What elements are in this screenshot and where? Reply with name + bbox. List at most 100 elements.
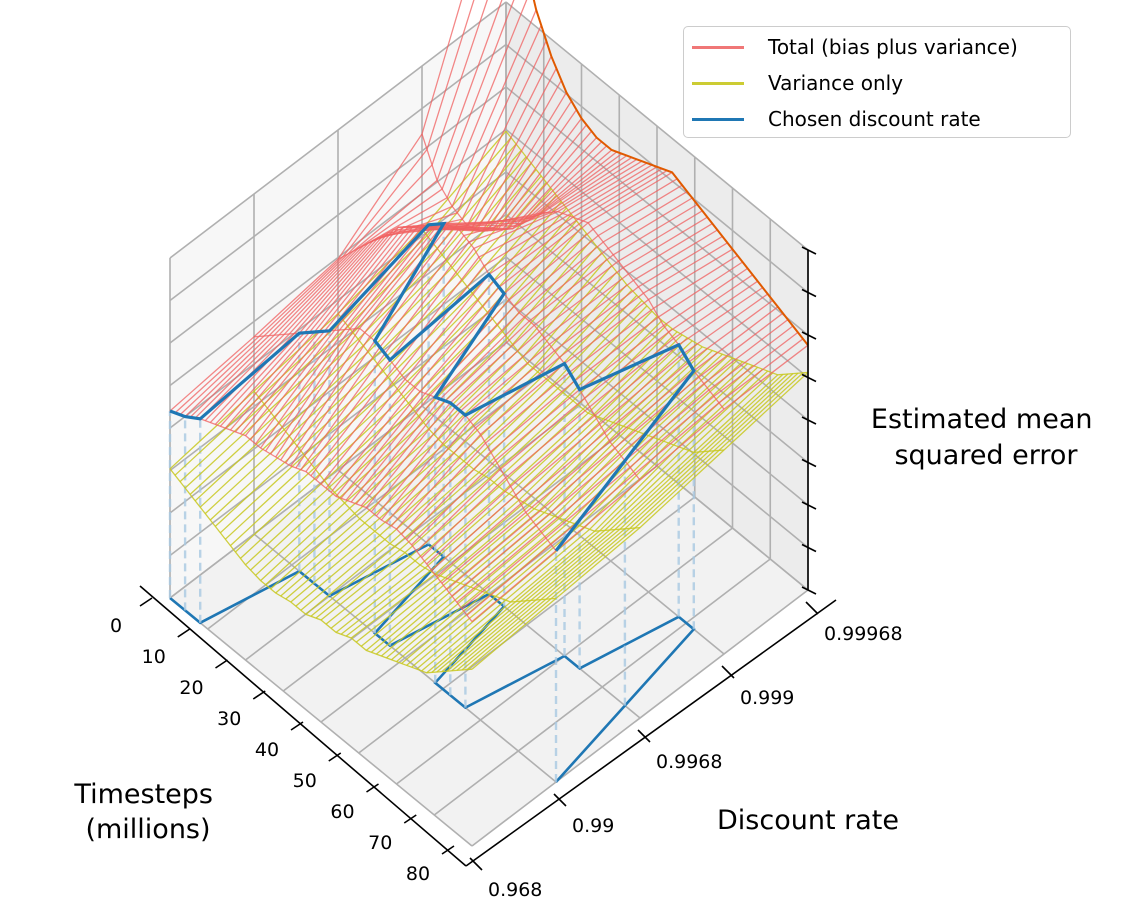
x-axis-line bbox=[139, 585, 467, 867]
total-line-col bbox=[385, 235, 723, 524]
x-tick bbox=[215, 659, 228, 669]
x-tick-labels: 0 10 20 30 40 50 60 70 80 bbox=[110, 615, 430, 885]
z-tick bbox=[801, 458, 817, 468]
variance-line-col bbox=[461, 372, 799, 671]
x-tick-label: 60 bbox=[330, 801, 354, 823]
z-tick bbox=[801, 543, 817, 553]
z-tick bbox=[801, 586, 817, 595]
variance-line-col bbox=[290, 284, 628, 603]
x-tick-label: 0 bbox=[110, 615, 122, 637]
total-line-col bbox=[461, 331, 799, 610]
x-tick bbox=[403, 814, 417, 824]
z-tick bbox=[801, 288, 817, 298]
x-tick-label: 50 bbox=[293, 770, 317, 792]
legend-item-total: Total (bias plus variance) bbox=[692, 30, 1018, 64]
total-line-col bbox=[441, 306, 779, 584]
total-line-col bbox=[365, 210, 703, 509]
x-tick-label: 40 bbox=[255, 739, 279, 761]
variance-line-col bbox=[179, 143, 517, 483]
total-line-col bbox=[380, 229, 718, 521]
wall-grid-z-right bbox=[505, 86, 809, 336]
variance-line-col bbox=[255, 239, 593, 576]
variance-line-col bbox=[401, 359, 738, 664]
total-line-col bbox=[295, 156, 633, 469]
total-line-col bbox=[239, 109, 578, 435]
variance-line-col bbox=[270, 258, 608, 590]
legend-label-chosen: Chosen discount rate bbox=[768, 107, 981, 131]
variance-line-col bbox=[370, 348, 708, 653]
x-axis-title-line2: (millions) bbox=[85, 814, 210, 845]
variance-line-col bbox=[446, 373, 784, 672]
x-tick bbox=[139, 597, 153, 607]
y-tick-label: 0.9968 bbox=[656, 751, 722, 773]
total-line-col bbox=[244, 118, 583, 437]
total-line-col bbox=[214, 55, 552, 425]
z-axis-title-line1: Estimated mean bbox=[871, 404, 1093, 435]
variance-line-col bbox=[250, 233, 588, 571]
total-line-col bbox=[300, 158, 638, 471]
total-line-col bbox=[290, 155, 628, 467]
y-axis-title: Discount rate bbox=[717, 805, 899, 836]
legend-swatch-variance bbox=[692, 81, 744, 85]
y-tick-label: 0.999 bbox=[740, 687, 794, 709]
total-line-col bbox=[234, 100, 572, 433]
floor-grid-y bbox=[169, 597, 473, 847]
x-tick bbox=[290, 721, 304, 731]
legend-item-chosen: Chosen discount rate bbox=[692, 102, 981, 136]
axis-lines bbox=[139, 246, 837, 871]
z-tick bbox=[801, 246, 817, 255]
total-line-col bbox=[431, 293, 769, 571]
variance-line-col bbox=[396, 357, 733, 663]
wall-grid-z-right bbox=[505, 128, 809, 379]
total-line-col bbox=[310, 162, 648, 477]
total-line-col bbox=[184, 0, 503, 418]
y-tick bbox=[469, 857, 483, 871]
total-line-col bbox=[375, 223, 713, 517]
total-line-col bbox=[421, 280, 759, 559]
legend-label-total: Total (bias plus variance) bbox=[768, 35, 1018, 59]
y-axis-line bbox=[465, 599, 837, 867]
total-line-col bbox=[194, 0, 528, 419]
y-tick bbox=[805, 601, 819, 615]
variance-line-col bbox=[426, 368, 764, 674]
y-tick-label: 0.99 bbox=[572, 815, 614, 837]
total-line-col bbox=[219, 67, 557, 427]
variance-line-col bbox=[240, 220, 577, 559]
variance-line-col bbox=[391, 355, 728, 661]
variance-line-col bbox=[245, 226, 582, 566]
variance-line-col bbox=[340, 331, 678, 635]
z-tick bbox=[801, 373, 817, 383]
total-line-col bbox=[350, 191, 688, 503]
total-line-col bbox=[189, 0, 515, 418]
total-line-col bbox=[174, 0, 475, 414]
z-tick bbox=[801, 331, 817, 340]
z-axis-title: Estimated mean squared error bbox=[871, 404, 1101, 471]
total-line-col bbox=[426, 287, 764, 565]
variance-line-col bbox=[234, 213, 572, 553]
variance-line-col bbox=[466, 372, 804, 671]
total-surface bbox=[169, 0, 809, 623]
total-line-col bbox=[360, 203, 698, 507]
y-tick-label: 0.968 bbox=[488, 879, 542, 898]
variance-line-col bbox=[199, 169, 537, 508]
wall-grid-z-left bbox=[169, 1, 507, 259]
variance-line-col bbox=[275, 265, 613, 594]
total-line-col bbox=[204, 25, 542, 422]
legend-swatch-chosen bbox=[692, 117, 744, 121]
variance-line-col bbox=[184, 149, 522, 489]
x-tick bbox=[328, 752, 342, 762]
variance-line-col bbox=[471, 371, 809, 670]
variance-line-col bbox=[204, 175, 542, 515]
total-line-col bbox=[471, 344, 809, 623]
total-line-col bbox=[229, 92, 567, 431]
variance-line-col bbox=[214, 188, 552, 527]
variance-line-col bbox=[295, 289, 633, 607]
variance-line-col bbox=[310, 305, 648, 617]
total-line-col bbox=[285, 153, 623, 464]
total-line-col bbox=[466, 338, 804, 616]
total-line-col bbox=[390, 242, 728, 527]
total-line-col bbox=[169, 0, 463, 412]
variance-line-col bbox=[229, 207, 567, 547]
wall-grid-z-left bbox=[169, 128, 507, 387]
